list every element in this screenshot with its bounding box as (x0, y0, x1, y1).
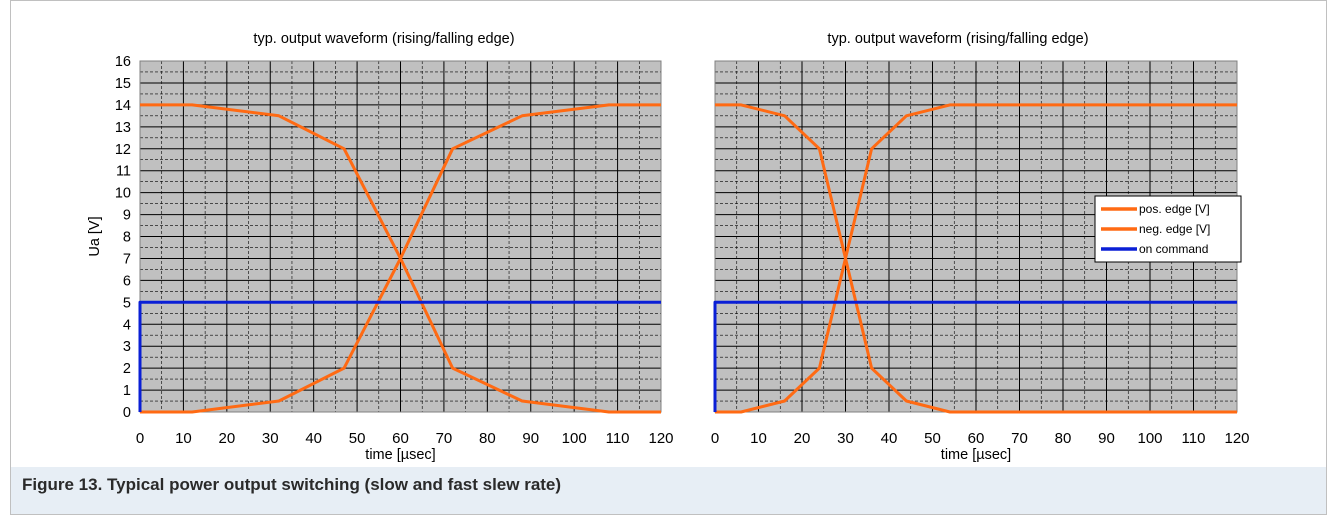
x-tick-labels: 0 10 20 30 40 50 60 70 80 90 100 110 120 (136, 430, 674, 447)
x-tick-labels: 0 10 20 30 40 50 60 70 80 90 100 110 120 (711, 430, 1250, 447)
caption-bar (11, 467, 1326, 514)
y-tick-label: 16 (115, 54, 131, 70)
y-tick-label: 10 (115, 186, 131, 202)
x-tick-label: 0 (711, 430, 719, 447)
x-tick-label: 90 (1098, 430, 1115, 447)
x-tick-label: 90 (522, 430, 539, 447)
x-tick-label: 80 (479, 430, 496, 447)
x-tick-label: 40 (305, 430, 322, 447)
x-tick-label: 20 (794, 430, 811, 447)
plot-border (139, 60, 662, 413)
x-tick-label: 20 (218, 430, 235, 447)
x-axis-label: time [µsec] (365, 447, 435, 463)
x-tick-label: 50 (349, 430, 366, 447)
y-tick-label: 8 (123, 230, 131, 246)
x-tick-label: 100 (562, 430, 587, 447)
chart-2: typ. output waveform (rising/falling edg… (711, 31, 1250, 463)
y-tick-label: 1 (123, 383, 131, 399)
legend: pos. edge [V] neg. edge [V] on command (1094, 195, 1242, 263)
y-tick-label: 12 (115, 142, 131, 158)
legend-label: on command (1139, 242, 1208, 256)
series-group (713, 103, 1237, 414)
x-tick-label: 110 (1182, 430, 1206, 447)
x-tick-label: 120 (1224, 430, 1249, 447)
y-axis-label: Ua [V] (87, 216, 103, 256)
grid (140, 61, 661, 412)
x-tick-label: 30 (837, 430, 854, 447)
legend-label: pos. edge [V] (1139, 202, 1210, 216)
chart-title: typ. output waveform (rising/falling edg… (827, 31, 1088, 47)
figure-caption: Figure 13. Typical power output switchin… (22, 475, 562, 494)
x-tick-label: 110 (606, 430, 630, 447)
figure-frame (10, 0, 1327, 515)
x-tick-label: 70 (436, 430, 453, 447)
y-tick-label: 4 (123, 317, 131, 333)
series-line-on-command (713, 300, 1237, 412)
x-tick-label: 100 (1137, 430, 1162, 447)
x-tick-label: 80 (1055, 430, 1072, 447)
y-tick-label: 9 (123, 208, 131, 224)
x-tick-label: 60 (392, 430, 409, 447)
y-tick-label: 14 (115, 98, 131, 114)
y-tick-label: 7 (123, 251, 131, 267)
charts-canvas: typ. output waveform (rising/falling edg… (87, 31, 1250, 463)
x-tick-label: 70 (1011, 430, 1028, 447)
x-tick-label: 30 (262, 430, 279, 447)
y-tick-label: 6 (123, 273, 131, 289)
x-tick-label: 40 (881, 430, 898, 447)
y-tick-label: 15 (115, 76, 131, 92)
series-line-neg-edge-v (140, 103, 661, 414)
y-tick-label: 5 (123, 295, 131, 311)
y-tick-label: 2 (123, 361, 131, 377)
x-tick-label: 50 (924, 430, 941, 447)
series-line-on-command (138, 300, 661, 412)
chart-1: typ. output waveform (rising/falling edg… (87, 31, 674, 463)
x-tick-label: 0 (136, 430, 144, 447)
y-tick-label: 0 (123, 405, 131, 421)
x-axis-label: time [µsec] (941, 447, 1011, 463)
y-tick-label: 3 (123, 339, 131, 355)
x-tick-label: 120 (648, 430, 673, 447)
series-line-neg-edge-v (715, 103, 1237, 414)
x-tick-label: 60 (968, 430, 985, 447)
y-tick-label: 11 (116, 164, 131, 180)
y-tick-label: 13 (115, 120, 131, 136)
series-group (138, 103, 661, 414)
legend-label: neg. edge [V] (1139, 222, 1210, 236)
x-tick-label: 10 (175, 430, 192, 447)
x-tick-label: 10 (750, 430, 767, 447)
chart-title: typ. output waveform (rising/falling edg… (253, 31, 514, 47)
